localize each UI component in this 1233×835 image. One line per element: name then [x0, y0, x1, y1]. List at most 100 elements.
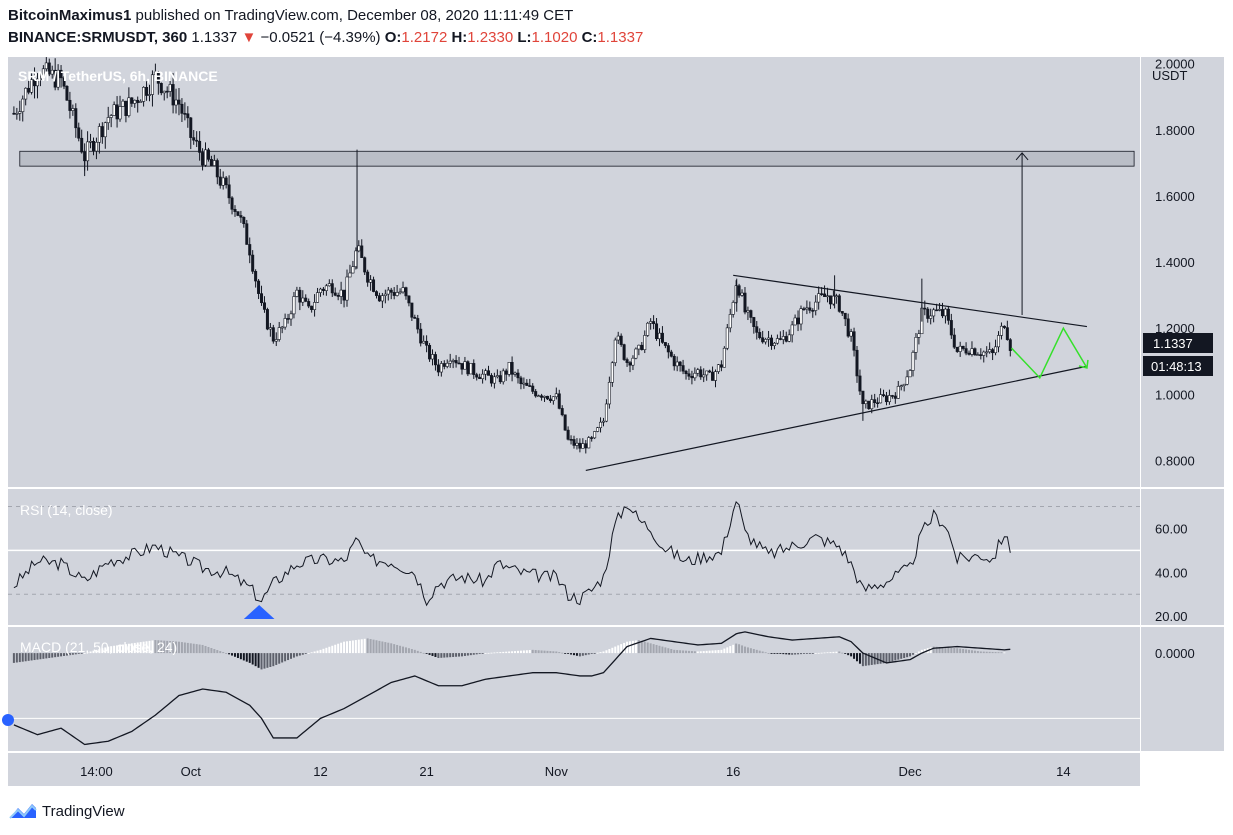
candle — [796, 310, 800, 332]
macd-histogram-bar — [811, 653, 814, 654]
resistance-zone — [19, 150, 1135, 167]
candle — [596, 426, 600, 433]
candle — [976, 352, 980, 356]
macd-histogram-bar — [555, 651, 558, 654]
candle-body — [195, 139, 199, 142]
candle-body — [89, 140, 93, 143]
macd-histogram-bar — [381, 641, 384, 654]
price-tick-label: 1.6000 — [1155, 189, 1195, 204]
macd-histogram-bar — [12, 653, 15, 663]
candle-body — [71, 108, 75, 111]
candle-body — [528, 385, 532, 387]
macd-histogram-bar — [95, 649, 98, 654]
candle — [908, 369, 912, 378]
candle — [295, 286, 299, 298]
candle — [722, 346, 726, 368]
price-pane[interactable] — [8, 57, 1140, 487]
candle — [268, 322, 272, 337]
macd-histogram-bar — [80, 653, 83, 654]
tradingview-logo-icon[interactable] — [8, 801, 38, 821]
candle — [377, 292, 381, 302]
macd-histogram-bar — [596, 652, 599, 654]
candle-body — [652, 321, 656, 325]
candle-body — [531, 385, 535, 392]
target-arrow-head — [1015, 152, 1029, 161]
price-pane-title: SRM / TetherUS, 6h, BINANCE — [18, 68, 218, 84]
macd-histogram-bar — [829, 652, 832, 654]
macd-histogram-bar — [92, 650, 95, 654]
candle-body — [705, 370, 709, 376]
candle-body — [448, 360, 452, 364]
candle — [740, 289, 744, 297]
macd-pane[interactable] — [8, 627, 1140, 751]
macd-histogram-bar — [266, 653, 269, 668]
candle — [625, 357, 629, 367]
macd-histogram-bar — [24, 653, 27, 662]
macd-histogram-bar — [231, 653, 234, 656]
macd-histogram-bar — [219, 651, 222, 654]
candle-body — [734, 285, 738, 303]
candle-body — [988, 349, 992, 353]
macd-histogram-bar — [1000, 652, 1003, 654]
candle-body — [613, 339, 617, 364]
candle — [466, 360, 470, 377]
macd-histogram-bar — [997, 652, 1000, 654]
candle — [631, 355, 635, 371]
axis-layer: 2.0000 1.8000 1.6000 1.4000 1.2000 1.0000 0.80… — [80, 57, 1195, 779]
candle-body — [516, 372, 520, 379]
macd-histogram-bar — [873, 653, 876, 665]
macd-histogram-bar — [743, 646, 746, 654]
candle — [318, 287, 322, 297]
macd-histogram-bar — [752, 649, 755, 654]
macd-marker — [2, 714, 14, 726]
candle-body — [145, 87, 149, 96]
candle-body — [746, 310, 750, 313]
candle — [413, 314, 417, 319]
rsi-pane-title: RSI (14, close) — [20, 502, 113, 518]
macd-histogram-bar — [316, 650, 319, 654]
candle-body — [519, 377, 523, 385]
candle-body — [351, 266, 355, 274]
footer-brand[interactable]: TradingView — [42, 802, 125, 820]
macd-histogram-bar — [475, 653, 478, 655]
candle — [148, 84, 152, 102]
macd-histogram-bar — [764, 652, 767, 654]
candle-body — [952, 334, 956, 348]
macd-histogram-bar — [973, 650, 976, 654]
macd-histogram-bar — [116, 645, 119, 654]
candle-body — [879, 394, 883, 404]
macd-histogram-bar — [799, 653, 802, 655]
time-scale[interactable] — [8, 753, 1140, 786]
candle — [540, 393, 544, 401]
candle — [599, 417, 603, 433]
candle-body — [525, 382, 529, 386]
macd-histogram-bar — [685, 650, 688, 654]
candle-body — [681, 365, 685, 372]
macd-histogram-bar — [858, 653, 861, 664]
candle-body — [964, 348, 968, 354]
macd-histogram-bar — [351, 640, 354, 654]
candle — [183, 102, 187, 121]
rsi-pane[interactable] — [8, 489, 1140, 625]
candle — [15, 107, 19, 120]
macd-histogram-bar — [835, 651, 838, 654]
author-name[interactable]: BitcoinMaximus1 — [8, 7, 132, 24]
macd-histogram-bar — [416, 650, 419, 654]
candle — [708, 369, 712, 373]
macd-histogram-bar — [867, 653, 870, 666]
macd-histogram-bar — [826, 652, 829, 654]
candle-body — [489, 375, 493, 384]
macd-histogram-bar — [419, 651, 422, 654]
candle — [790, 321, 794, 343]
macd-histogram-bar — [228, 653, 231, 655]
candle-body — [749, 310, 753, 318]
candle-body — [935, 309, 939, 312]
candle-body — [472, 363, 476, 375]
price-scale[interactable] — [1141, 57, 1224, 751]
candle — [363, 256, 367, 276]
macd-histogram-bar — [369, 639, 372, 654]
candle-body — [215, 160, 219, 178]
macd-histogram-bar — [210, 648, 213, 654]
macd-histogram-bar — [407, 648, 410, 654]
